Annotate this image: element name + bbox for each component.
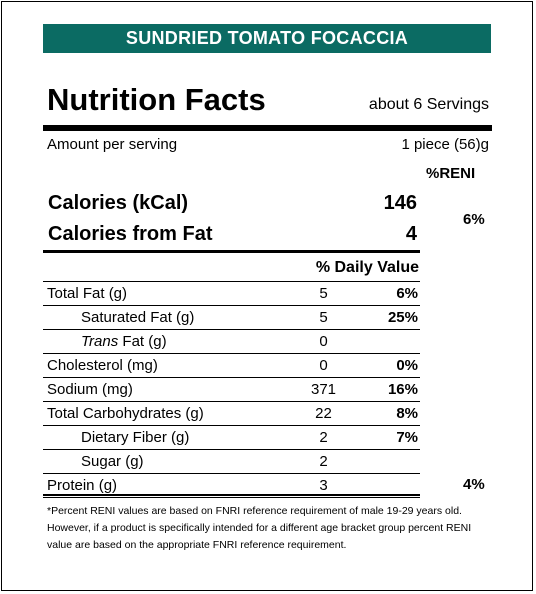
- nutrient-daily-value: 7%: [366, 425, 420, 450]
- nutrient-name: Total Carbohydrates (g): [43, 401, 281, 426]
- nutrient-daily-value: 6%: [366, 281, 420, 306]
- table-row: Saturated Fat (g) 5 25%: [43, 305, 420, 330]
- calories-from-fat-value: 4: [405, 223, 417, 245]
- nutrient-name: Sodium (mg): [43, 377, 281, 402]
- calories-from-fat-label: Calories from Fat: [48, 223, 213, 245]
- nutrient-amount: 5: [281, 281, 366, 306]
- nutrient-amount: 22: [281, 401, 366, 426]
- nutrient-table: Total Fat (g) 5 6% Saturated Fat (g) 5 2…: [43, 281, 420, 498]
- calories-reni: 6%: [463, 211, 485, 228]
- reni-header: %RENI: [426, 165, 476, 182]
- trans-rest-label: Fat (g): [118, 332, 167, 350]
- nutrient-name: Trans Fat (g): [43, 329, 281, 354]
- table-row: Cholesterol (mg) 0 0%: [43, 353, 420, 378]
- nutrient-daily-value: [366, 449, 420, 474]
- nutrient-daily-value: 8%: [366, 401, 420, 426]
- amount-per-serving-label: Amount per serving: [47, 136, 178, 153]
- nutrient-name: Saturated Fat (g): [43, 305, 281, 330]
- table-row: Sugar (g) 2: [43, 449, 420, 474]
- nutrient-amount: 3: [281, 473, 366, 498]
- nutrient-amount: 2: [281, 449, 366, 474]
- nutrient-amount: 5: [281, 305, 366, 330]
- nutrient-daily-value: [366, 329, 420, 354]
- bottom-divider: [43, 494, 420, 496]
- nutrient-amount: 2: [281, 425, 366, 450]
- table-row: Total Carbohydrates (g) 22 8%: [43, 401, 420, 426]
- table-row: Trans Fat (g) 0: [43, 329, 420, 354]
- nutrient-name: Sugar (g): [43, 449, 281, 474]
- thick-divider: [43, 125, 492, 131]
- table-row: Protein (g) 3: [43, 473, 420, 498]
- calories-value: 146: [383, 192, 417, 214]
- serving-size: 1 piece (56)g: [401, 136, 489, 153]
- calories-label: Calories (kCal): [48, 192, 189, 214]
- protein-reni: 4%: [463, 476, 485, 493]
- table-row: Sodium (mg) 371 16%: [43, 377, 420, 402]
- nutrient-daily-value: 16%: [366, 377, 420, 402]
- table-row: Total Fat (g) 5 6%: [43, 281, 420, 306]
- product-name-banner: SUNDRIED TOMATO FOCACCIA: [43, 24, 491, 53]
- nutrient-amount: 0: [281, 329, 366, 354]
- footnote: *Percent RENI values are based on FNRI r…: [47, 505, 472, 551]
- nutrient-daily-value: [366, 473, 420, 498]
- trans-italic-label: Trans: [81, 332, 119, 350]
- nutrient-name: Cholesterol (mg): [43, 353, 281, 378]
- daily-value-header: % Daily Value: [315, 259, 419, 276]
- nutrient-amount: 371: [281, 377, 366, 402]
- nutrient-daily-value: 0%: [366, 353, 420, 378]
- nutrient-name: Total Fat (g): [43, 281, 281, 306]
- nutrient-amount: 0: [281, 353, 366, 378]
- table-row: Dietary Fiber (g) 2 7%: [43, 425, 420, 450]
- nutrient-daily-value: 25%: [366, 305, 420, 330]
- nutrient-name: Protein (g): [43, 473, 281, 498]
- nutrient-name: Dietary Fiber (g): [43, 425, 281, 450]
- medium-divider: [43, 250, 420, 253]
- label-title: Nutrition Facts: [47, 82, 266, 117]
- servings-per-container: about 6 Servings: [368, 96, 489, 113]
